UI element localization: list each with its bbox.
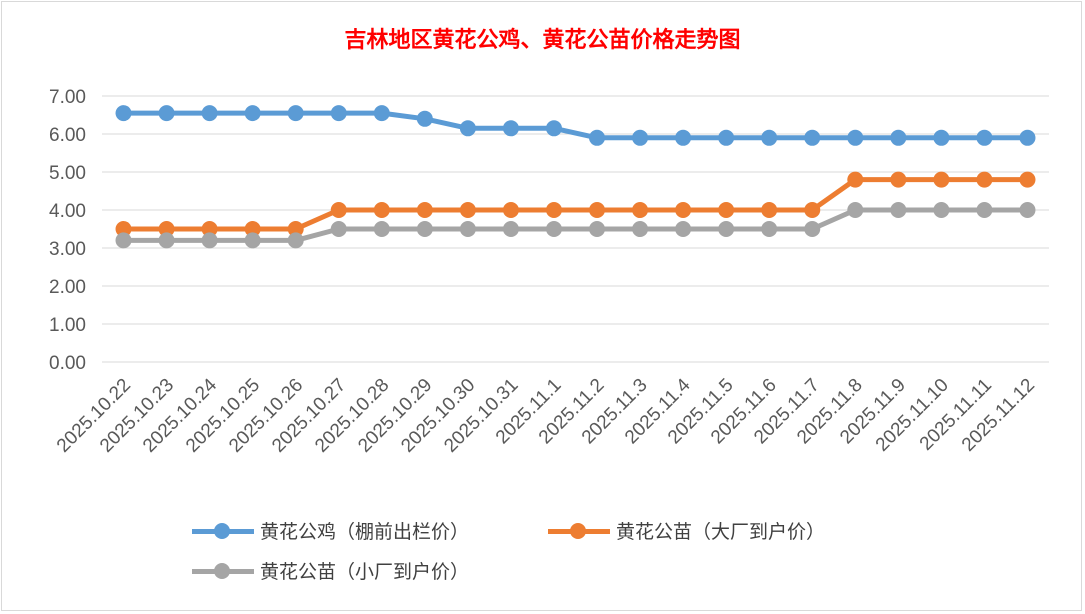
y-tick-label: 5.00 xyxy=(49,163,86,184)
data-point xyxy=(330,105,347,122)
data-point xyxy=(287,221,304,237)
data-point xyxy=(761,129,778,146)
data-point xyxy=(373,105,390,122)
data-point xyxy=(675,129,692,146)
data-point xyxy=(804,129,821,146)
data-point xyxy=(287,232,304,249)
y-tick-label: 7.00 xyxy=(49,87,86,108)
series-line-0 xyxy=(123,110,1028,141)
data-point xyxy=(890,202,907,218)
data-point xyxy=(459,120,476,137)
data-point xyxy=(632,221,649,237)
data-point xyxy=(1019,171,1036,188)
legend-swatch xyxy=(548,521,610,541)
legend-item-1: 黄花公苗（大厂到户价） xyxy=(548,517,825,544)
data-point xyxy=(416,110,433,127)
legend-label: 黄花公鸡（棚前出栏价） xyxy=(260,521,470,543)
y-tick-label: 6.00 xyxy=(49,125,86,146)
data-point xyxy=(158,221,175,237)
series-line-2 xyxy=(123,207,1028,243)
data-point xyxy=(244,105,261,122)
data-point xyxy=(244,221,261,237)
legend-label: 黄花公苗（大厂到户价） xyxy=(616,521,826,543)
data-point xyxy=(589,221,606,237)
data-point xyxy=(933,202,950,218)
data-point xyxy=(115,232,132,249)
data-point xyxy=(459,202,476,218)
data-point xyxy=(158,105,175,122)
data-point xyxy=(158,232,175,249)
data-point xyxy=(545,221,562,237)
y-tick-label: 4.00 xyxy=(49,201,86,222)
data-point xyxy=(244,232,261,249)
data-point xyxy=(545,202,562,218)
y-tick-label: 2.00 xyxy=(49,277,86,298)
data-point xyxy=(847,202,864,218)
data-point xyxy=(804,202,821,218)
data-point xyxy=(502,202,519,218)
data-point xyxy=(287,105,304,122)
y-tick-label: 1.00 xyxy=(49,315,86,336)
data-point xyxy=(330,221,347,237)
data-point xyxy=(761,221,778,237)
data-point xyxy=(933,129,950,146)
legend-swatch xyxy=(192,521,254,541)
data-point xyxy=(847,129,864,146)
data-point xyxy=(545,120,562,137)
data-point xyxy=(847,171,864,188)
data-point xyxy=(976,129,993,146)
data-point xyxy=(1019,129,1036,146)
legend-item-2: 黄花公苗（小厂到户价） xyxy=(192,557,469,584)
data-point xyxy=(201,105,218,122)
data-point xyxy=(675,221,692,237)
legend-item-0: 黄花公鸡（棚前出栏价） xyxy=(192,517,469,544)
data-point xyxy=(718,129,735,146)
data-point xyxy=(890,171,907,188)
data-point xyxy=(115,221,132,237)
data-point xyxy=(373,221,390,237)
y-tick-label: 0.00 xyxy=(49,353,86,374)
y-tick-label: 3.00 xyxy=(49,239,86,260)
data-point xyxy=(201,232,218,249)
data-point xyxy=(115,105,132,122)
data-point xyxy=(632,202,649,218)
data-point xyxy=(675,202,692,218)
data-point xyxy=(373,202,390,218)
legend-label: 黄花公苗（小厂到户价） xyxy=(260,561,470,583)
data-point xyxy=(761,202,778,218)
data-point xyxy=(890,129,907,146)
data-point xyxy=(718,202,735,218)
data-point xyxy=(589,129,606,146)
data-point xyxy=(416,221,433,237)
data-point xyxy=(201,221,218,237)
data-point xyxy=(632,129,649,146)
data-point xyxy=(330,202,347,218)
data-point xyxy=(502,120,519,137)
data-point xyxy=(416,202,433,218)
legend-swatch xyxy=(192,561,254,581)
data-point xyxy=(589,202,606,218)
data-point xyxy=(459,221,476,237)
data-point xyxy=(804,221,821,237)
data-point xyxy=(718,221,735,237)
series-line-1 xyxy=(123,177,1028,232)
data-point xyxy=(1019,202,1036,218)
data-point xyxy=(502,221,519,237)
data-point xyxy=(976,202,993,218)
data-point xyxy=(933,171,950,188)
chart-title: 吉林地区黄花公鸡、黄花公苗价格走势图 xyxy=(344,27,741,53)
data-point xyxy=(976,171,993,188)
